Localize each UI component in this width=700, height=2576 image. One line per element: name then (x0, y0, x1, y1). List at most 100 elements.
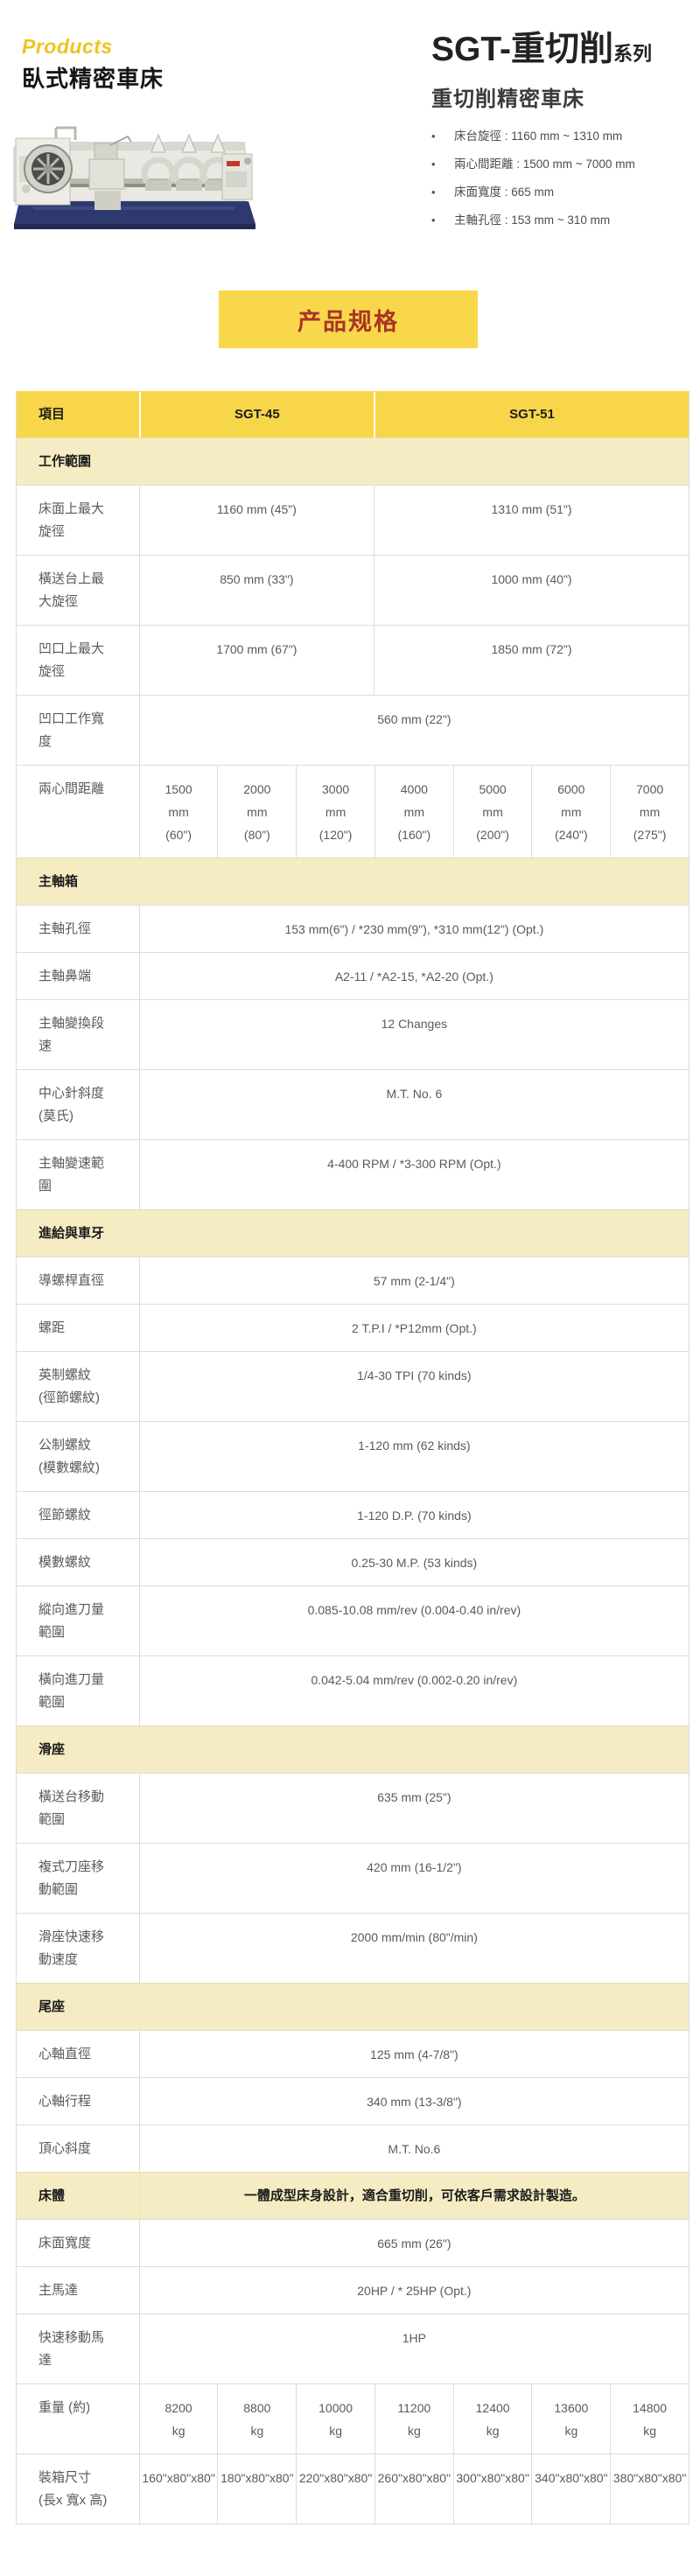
table-row: 英制螺紋 (徑節螺紋) 1/4-30 TPI (70 kinds) (17, 1351, 689, 1421)
spec-value-option-cell: 4000 mm (160") (374, 766, 453, 858)
series-block: SGT-重切削系列 重切削精密車床 • 床台旋徑 : 1160 mm ~ 1310… (431, 31, 694, 240)
table-row: 心軸直徑 125 mm (4-7/8") (17, 2030, 689, 2077)
table-row: 重量 (約) 8200 kg 8800 kg 10000 kg 11200 kg 1240… (17, 2384, 689, 2454)
spec-value-option-cell: 1500 mm (60") (138, 766, 218, 858)
table-row: 凹口上最大 旋徑 1700 mm (67") 1850 mm (72") (17, 625, 689, 695)
table-row: 裝箱尺寸 (長x 寬x 高) 160"x80"x80" 180"x80"x80" 22… (17, 2454, 689, 2524)
spec-value-option-cell: 300"x80"x80" (452, 2454, 532, 2524)
table-row: 導螺桿直徑 57 mm (2-1/4") (17, 1256, 689, 1304)
spec-label-cell: 模數螺紋 (38, 1555, 92, 1570)
category-title: 臥式精密車床 (22, 66, 164, 92)
spec-label-cell: 導螺桿直徑 (38, 1273, 105, 1288)
spec-value-cell: M.T. No. 6 (138, 1070, 689, 1139)
spec-value-cell: 1-120 mm (62 kinds) (138, 1422, 689, 1491)
section-description-cell: 一體成型床身設計，適合重切削，可依客戶需求設計製造。 (138, 2173, 689, 2219)
header-model-sgt45-cell: SGT-45 (138, 392, 374, 438)
spec-label-cell: 橫送台上最 大旋徑 (38, 571, 105, 609)
spec-bullet-item: • 床面寬度 : 665 mm (431, 184, 694, 200)
spec-label-cell: 床面寬度 (38, 2236, 92, 2250)
spec-value-option-cell: 260"x80"x80" (374, 2454, 453, 2524)
spec-label-cell: 裝箱尺寸 (長x 寬x 高) (38, 2470, 108, 2508)
spec-value-option-cell: 8800 kg (217, 2384, 296, 2454)
section-title-cell: 滑座 (38, 1741, 66, 1757)
spec-value-cell: 20HP / * 25HP (Opt.) (138, 2267, 689, 2314)
spec-value-cell: 125 mm (4-7/8") (138, 2031, 689, 2077)
spec-bullet-item: • 主軸孔徑 : 153 mm ~ 310 mm (431, 212, 694, 228)
spec-value-option-cell: 11200 kg (374, 2384, 453, 2454)
header-item-cell: 項目 (38, 407, 66, 422)
section-row: 主軸箱 (17, 858, 689, 905)
table-row: 橫送台上最 大旋徑 850 mm (33") 1000 mm (40") (17, 555, 689, 625)
spec-label-cell: 縱向進刀量 範圍 (38, 1602, 105, 1640)
table-row: 主軸鼻端 A2-11 / *A2-15, *A2-20 (Opt.) (17, 952, 689, 999)
spec-value-cell: 340 mm (13-3/8") (138, 2078, 689, 2124)
spec-value-cell: 153 mm(6") / *230 mm(9"), *310 mm(12") (… (138, 906, 689, 952)
bullet-text: 兩心間距離 : 1500 mm ~ 7000 mm (454, 157, 635, 171)
spec-label-cell: 重量 (約) (38, 2400, 91, 2415)
table-row: 螺距 2 T.P.I / *P12mm (Opt.) (17, 1304, 689, 1351)
spec-bullet-list: • 床台旋徑 : 1160 mm ~ 1310 mm • 兩心間距離 : 1500 m… (431, 128, 694, 228)
spec-label-cell: 床面上最大 旋徑 (38, 501, 105, 539)
spec-value-option-cell: 8200 kg (138, 2384, 218, 2454)
spec-value-option-cell: 220"x80"x80" (296, 2454, 374, 2524)
table-row: 主軸孔徑 153 mm(6") / *230 mm(9"), *310 mm(12… (17, 905, 689, 952)
table-row: 快速移動馬 達 1HP (17, 2314, 689, 2384)
bullet-text: 主軸孔徑 : 153 mm ~ 310 mm (454, 213, 611, 227)
brand-block: Products 臥式精密車床 (22, 35, 164, 94)
spec-value-option-cell: 13600 kg (531, 2384, 610, 2454)
spec-label-cell: 橫送台移動 範圍 (38, 1789, 105, 1827)
spec-value-option-cell: 3000 mm (120") (296, 766, 374, 858)
spec-value-cell: 420 mm (16-1/2") (138, 1844, 689, 1913)
section-title-cell: 主軸箱 (38, 873, 79, 889)
table-row: 滑座快速移 動速度 2000 mm/min (80"/min) (17, 1913, 689, 1983)
spec-value-sgt51-cell: 1310 mm (51") (374, 486, 689, 555)
spec-value-sgt45-cell: 1700 mm (67") (138, 626, 374, 695)
spec-value-cell: 12 Changes (138, 1000, 689, 1069)
spec-label-cell: 快速移動馬 達 (38, 2330, 105, 2368)
spec-value-option-cell: 7000 mm (275") (610, 766, 689, 858)
table-row: 凹口工作寬 度 560 mm (22") (17, 695, 689, 765)
table-header-row: 項目 SGT-45 SGT-51 (17, 391, 689, 438)
spec-value-cell: 2 T.P.I / *P12mm (Opt.) (138, 1305, 689, 1351)
spec-label-cell: 滑座快速移 動速度 (38, 1929, 105, 1967)
bullet-icon: • (431, 185, 436, 199)
spec-value-cell: 0.042-5.04 mm/rev (0.002-0.20 in/rev) (138, 1656, 689, 1726)
spec-label-cell: 英制螺紋 (徑節螺紋) (38, 1368, 100, 1405)
spec-value-cell: 560 mm (22") (138, 696, 689, 765)
spec-value-option-cell: 12400 kg (452, 2384, 532, 2454)
spec-value-cell: 1HP (138, 2314, 689, 2384)
spec-label-cell: 凹口工作寬 度 (38, 711, 105, 749)
spec-value-cell: 1/4-30 TPI (70 kinds) (138, 1352, 689, 1421)
spec-value-option-cell: 14800 kg (610, 2384, 689, 2454)
spec-label-cell: 公制螺紋 (模數螺紋) (38, 1438, 100, 1475)
series-suffix: 系列 (613, 43, 653, 65)
section-row: 床體 一體成型床身設計，適合重切削，可依客戶需求設計製造。 (17, 2172, 689, 2219)
bullet-icon: • (431, 157, 436, 171)
table-row: 縱向進刀量 範圍 0.085-10.08 mm/rev (0.004-0.40 i… (17, 1586, 689, 1656)
product-spec-button[interactable]: 产品规格 (219, 290, 478, 348)
table-row: 床面寬度 665 mm (26") (17, 2219, 689, 2266)
spec-value-cell: 635 mm (25") (138, 1774, 689, 1843)
spec-value-sgt51-cell: 1000 mm (40") (374, 556, 689, 625)
table-row: 複式刀座移 動範圍 420 mm (16-1/2") (17, 1843, 689, 1913)
spec-value-option-cell: 340"x80"x80" (531, 2454, 610, 2524)
series-title: SGT-重切削系列 (431, 31, 694, 69)
spec-value-sgt51-cell: 1850 mm (72") (374, 626, 689, 695)
spec-label-cell: 心軸行程 (38, 2094, 92, 2109)
spec-value-sgt45-cell: 1160 mm (45") (138, 486, 374, 555)
series-subtitle: 重切削精密車床 (431, 87, 584, 111)
spec-value-option-cell: 180"x80"x80" (217, 2454, 296, 2524)
spec-label-cell: 主軸變換段 速 (38, 1016, 105, 1054)
series-title-text: SGT-重切削 (431, 31, 614, 68)
table-row: 兩心間距離 1500 mm (60") 2000 mm (80") 3000 mm (… (17, 765, 689, 858)
spec-label-cell: 主軸鼻端 (38, 969, 92, 984)
bullet-text: 床面寬度 : 665 mm (454, 185, 555, 199)
section-title-cell: 尾座 (38, 1998, 66, 2014)
spec-label-cell: 螺距 (38, 1320, 66, 1335)
spec-label-cell: 中心針斜度 (莫氏) (38, 1086, 105, 1124)
spec-value-cell: 57 mm (2-1/4") (138, 1257, 689, 1304)
section-row: 進給與車牙 (17, 1209, 689, 1256)
lathe-machine-image (7, 121, 261, 240)
section-title-cell: 工作範圍 (38, 453, 92, 469)
